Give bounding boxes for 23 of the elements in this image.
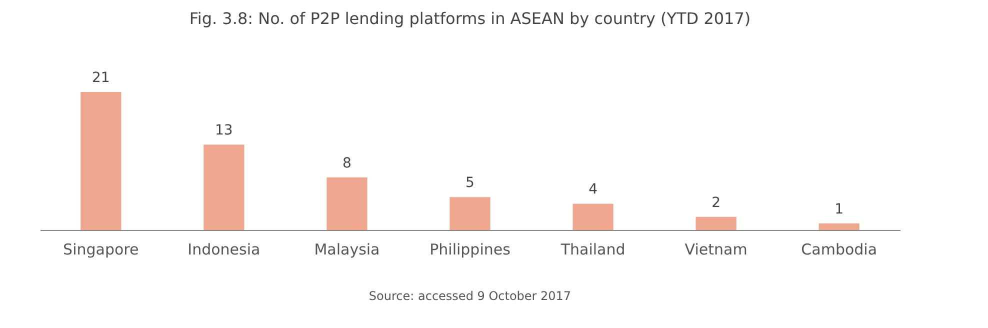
bar — [80, 92, 122, 230]
x-tick-label: Philippines — [430, 240, 511, 258]
bar — [204, 144, 244, 230]
x-tick-label: Indonesia — [188, 240, 260, 258]
x-tick-label: Malaysia — [314, 240, 380, 258]
data-label: 21 — [92, 70, 110, 86]
x-tick-label: Thailand — [560, 240, 626, 258]
x-tick-label: Singapore — [63, 240, 139, 258]
data-label: 1 — [834, 201, 844, 218]
data-label: 2 — [712, 194, 721, 211]
bar — [450, 197, 490, 230]
x-tick-label: Vietnam — [684, 240, 748, 258]
bar — [572, 204, 614, 230]
data-label: 4 — [588, 182, 598, 198]
data-label: 13 — [215, 122, 233, 139]
bar — [326, 177, 368, 230]
source-note: Source: accessed 9 October 2017 — [368, 289, 572, 303]
data-label: 8 — [342, 155, 352, 172]
bar — [696, 216, 736, 230]
chart-title: Fig. 3.8: No. of P2P lending platforms in ASEAN by country (YTD 2017) — [189, 9, 751, 28]
data-label: 5 — [466, 175, 474, 192]
bar — [818, 223, 860, 230]
x-tick-label: Cambodia — [801, 240, 878, 258]
